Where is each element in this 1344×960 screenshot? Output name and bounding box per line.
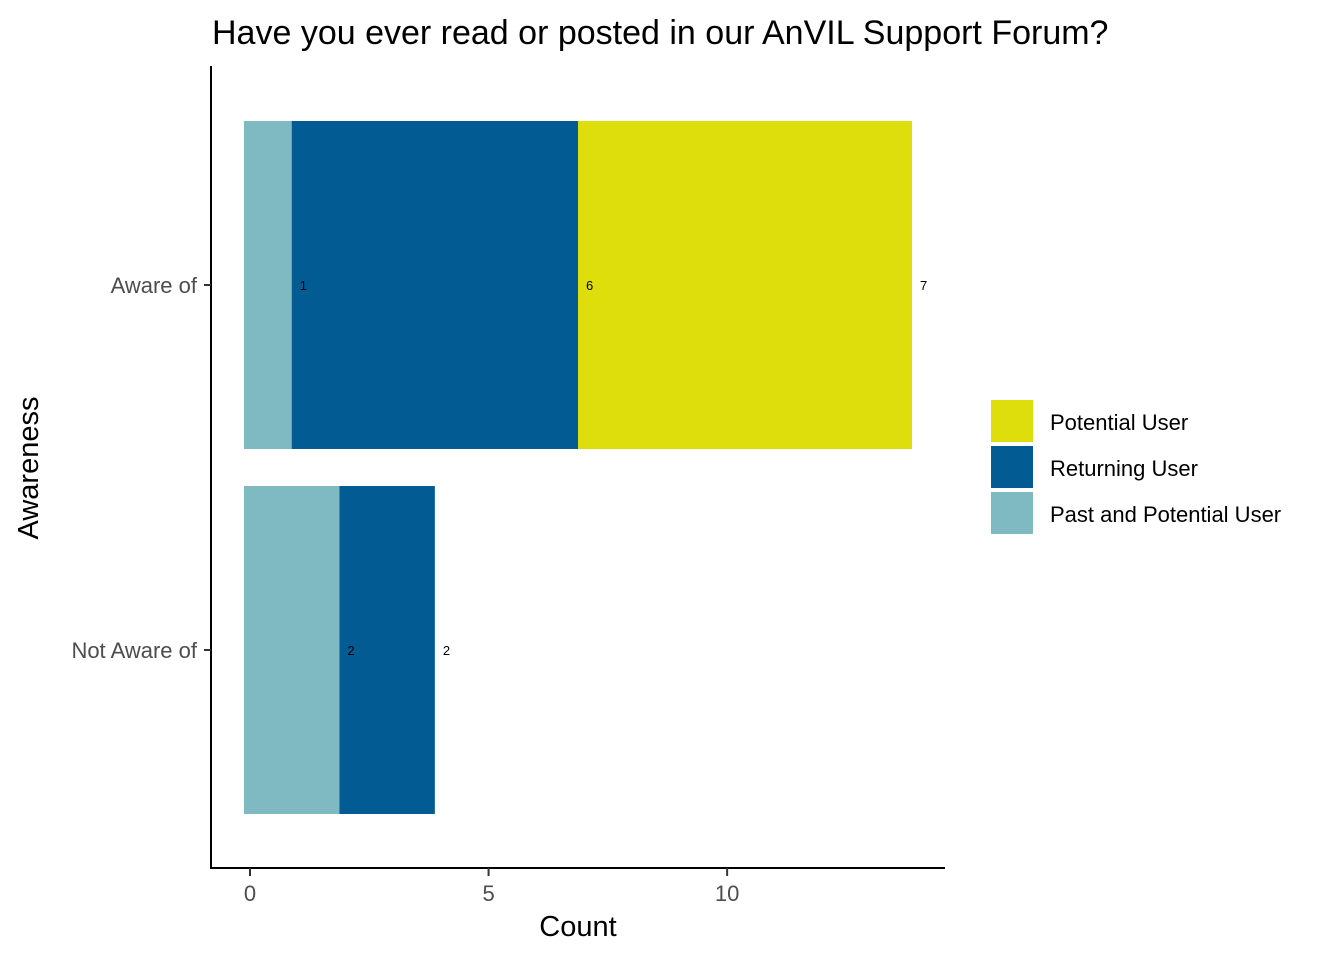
bar-data-label: 2	[443, 643, 450, 658]
legend-label: Potential User	[1050, 410, 1188, 435]
bars	[244, 121, 912, 814]
legend-label: Past and Potential User	[1050, 502, 1281, 527]
y-tick-label: Not Aware of	[71, 638, 197, 663]
x-tick-label: 5	[482, 881, 494, 906]
bar-potential-user-aware-of	[578, 121, 912, 449]
bar-data-label: 1	[300, 278, 307, 293]
legend-swatch	[991, 446, 1033, 488]
bar-returning-user-aware-of	[291, 121, 578, 449]
bar-data-label: 7	[920, 278, 927, 293]
legend-swatch	[991, 492, 1033, 534]
chart-title: Have you ever read or posted in our AnVI…	[212, 14, 1108, 52]
legend-swatch	[991, 400, 1033, 442]
x-ticks: 0 5 10	[244, 868, 739, 906]
bar-past-and-potential-user-not-aware-of	[244, 486, 340, 814]
y-tick-label: Aware of	[111, 273, 198, 298]
bar-labels: 1 6 7 2 2	[300, 278, 928, 658]
bar-past-and-potential-user-aware-of	[244, 121, 292, 449]
x-tick-label: 10	[715, 881, 739, 906]
legend-label: Returning User	[1050, 456, 1198, 481]
bar-data-label: 2	[347, 643, 354, 658]
x-tick-label: 0	[244, 881, 256, 906]
y-axis-title: Awareness	[13, 397, 45, 540]
x-axis-title: Count	[539, 911, 616, 943]
bar-returning-user-not-aware-of	[339, 486, 435, 814]
y-ticks: Aware of Not Aware of	[71, 273, 211, 663]
legend: Potential User Returning User Past and Pot…	[991, 400, 1281, 534]
bar-data-label: 6	[586, 278, 593, 293]
